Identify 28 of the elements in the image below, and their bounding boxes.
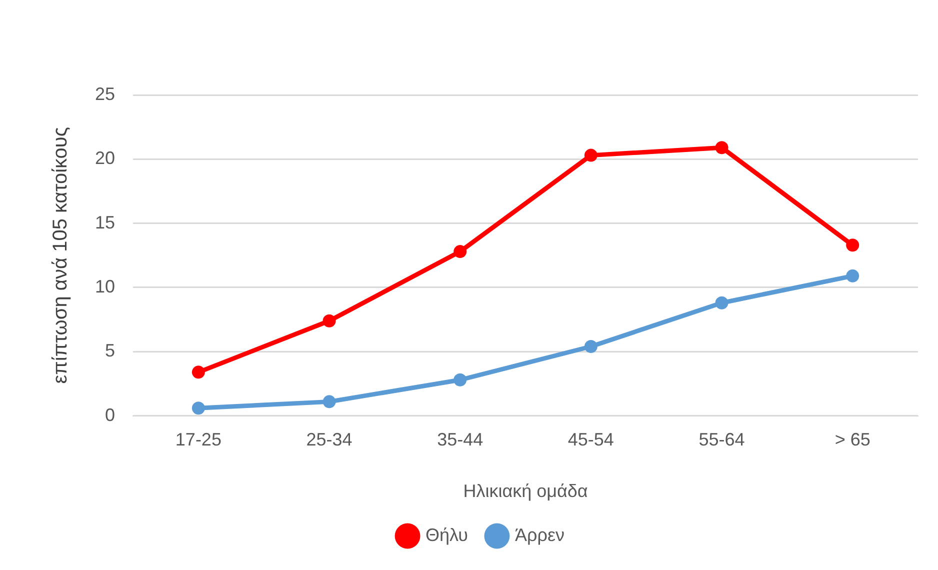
y-tick-label: 15: [94, 212, 116, 232]
x-axis-title: Ηλικιακή ομάδα: [463, 481, 588, 502]
x-tick-label: 45-54: [568, 430, 614, 450]
point: [454, 245, 467, 258]
y-tick-label: 20: [94, 148, 116, 168]
point: [846, 238, 860, 252]
y-tick-label: 5: [105, 340, 116, 361]
y-tick-label: 10: [94, 276, 116, 296]
x-tick-label: 55-64: [698, 430, 745, 450]
point: [715, 296, 728, 310]
y-tick-label: 0: [105, 404, 116, 425]
y-tick-label: 25: [94, 84, 116, 104]
point: [584, 148, 598, 162]
point: [846, 269, 860, 282]
point: [322, 314, 336, 328]
point: [584, 340, 598, 354]
point: [454, 373, 467, 386]
x-tick-label: 25-34: [306, 430, 352, 450]
legend-label: Θήλυ: [426, 524, 468, 545]
y-axis-title: επίπτωση ανά 105 κατοίκους: [50, 126, 72, 384]
point: [715, 141, 728, 154]
x-tick-label: 17-25: [175, 430, 222, 450]
point: [192, 402, 205, 415]
point: [322, 395, 336, 408]
x-tick-label: 35-44: [437, 430, 484, 450]
point: [192, 366, 205, 379]
legend-label: Άρρεν: [514, 524, 564, 545]
x-tick-label: > 65: [834, 430, 870, 450]
